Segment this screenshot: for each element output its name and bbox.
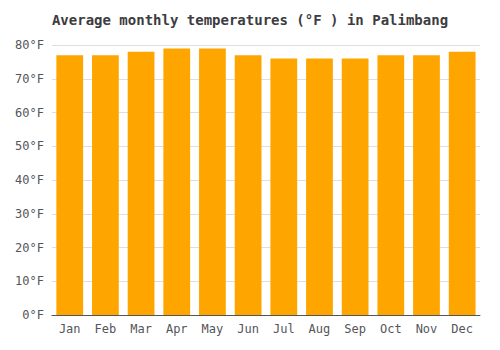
svg-text:50°F: 50°F	[15, 139, 44, 153]
svg-text:10°F: 10°F	[15, 274, 44, 288]
svg-text:Dec: Dec	[451, 322, 473, 336]
svg-text:Nov: Nov	[416, 322, 438, 336]
svg-text:60°F: 60°F	[15, 106, 44, 120]
svg-text:Mar: Mar	[130, 322, 152, 336]
svg-text:May: May	[202, 322, 224, 336]
svg-text:80°F: 80°F	[15, 38, 44, 52]
svg-text:70°F: 70°F	[15, 72, 44, 86]
svg-text:20°F: 20°F	[15, 241, 44, 255]
svg-text:Jul: Jul	[273, 322, 295, 336]
svg-text:30°F: 30°F	[15, 207, 44, 221]
svg-text:Feb: Feb	[95, 322, 117, 336]
svg-text:40°F: 40°F	[15, 173, 44, 187]
svg-text:Jun: Jun	[237, 322, 259, 336]
svg-text:Average monthly temperatures (: Average monthly temperatures (°F ) in Pa…	[52, 12, 448, 28]
svg-text:Oct: Oct	[380, 322, 402, 336]
svg-text:Jan: Jan	[59, 322, 81, 336]
svg-text:Apr: Apr	[166, 322, 188, 336]
svg-text:Sep: Sep	[344, 322, 366, 336]
svg-text:0°F: 0°F	[22, 308, 44, 322]
svg-text:Aug: Aug	[309, 322, 331, 336]
